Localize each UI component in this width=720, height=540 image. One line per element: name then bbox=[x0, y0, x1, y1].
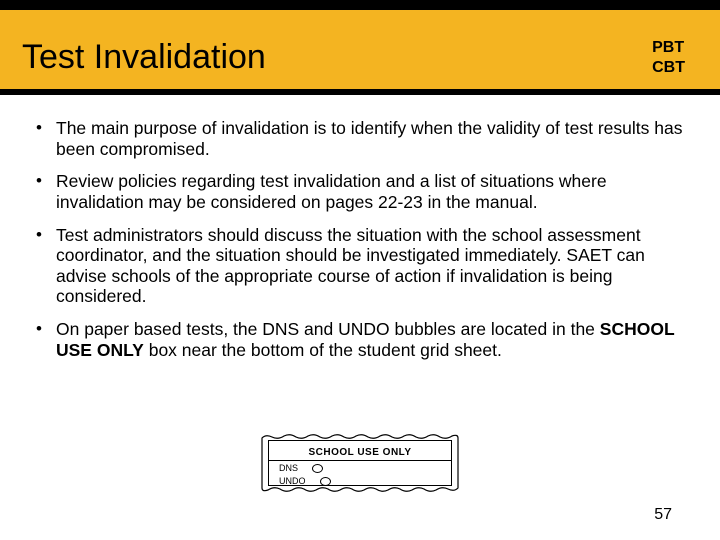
school-use-heading: SCHOOL USE ONLY bbox=[269, 447, 451, 458]
school-use-inner-box: SCHOOL USE ONLY DNS UNDO bbox=[268, 440, 452, 486]
header-band: Test Invalidation PBT CBT bbox=[0, 0, 720, 95]
undo-row: UNDO bbox=[279, 476, 331, 486]
bullet-text: The main purpose of invalidation is to i… bbox=[56, 118, 682, 159]
bullet-item: Test administrators should discuss the s… bbox=[30, 225, 690, 308]
badge-line-cbt: CBT bbox=[652, 58, 685, 78]
school-use-only-graphic: SCHOOL USE ONLY DNS UNDO bbox=[260, 432, 460, 494]
undo-label: UNDO bbox=[279, 476, 306, 486]
bullet-text: Test administrators should discuss the s… bbox=[56, 225, 645, 307]
badge-line-pbt: PBT bbox=[652, 38, 685, 58]
bullet-text: On paper based tests, the DNS and UNDO b… bbox=[56, 319, 674, 360]
page-number: 57 bbox=[654, 506, 672, 524]
bullet-text: Review policies regarding test invalidat… bbox=[56, 171, 607, 212]
bullet-item: On paper based tests, the DNS and UNDO b… bbox=[30, 319, 690, 360]
slide-title: Test Invalidation bbox=[22, 38, 266, 77]
dns-label: DNS bbox=[279, 463, 298, 473]
bullet-list: The main purpose of invalidation is to i… bbox=[30, 118, 690, 372]
bullet-item: Review policies regarding test invalidat… bbox=[30, 171, 690, 212]
dns-row: DNS bbox=[279, 463, 323, 473]
divider bbox=[269, 460, 451, 461]
dns-bubble-icon bbox=[312, 464, 323, 473]
bullet-item: The main purpose of invalidation is to i… bbox=[30, 118, 690, 159]
undo-bubble-icon bbox=[320, 477, 331, 486]
test-mode-badge: PBT CBT bbox=[652, 38, 685, 78]
